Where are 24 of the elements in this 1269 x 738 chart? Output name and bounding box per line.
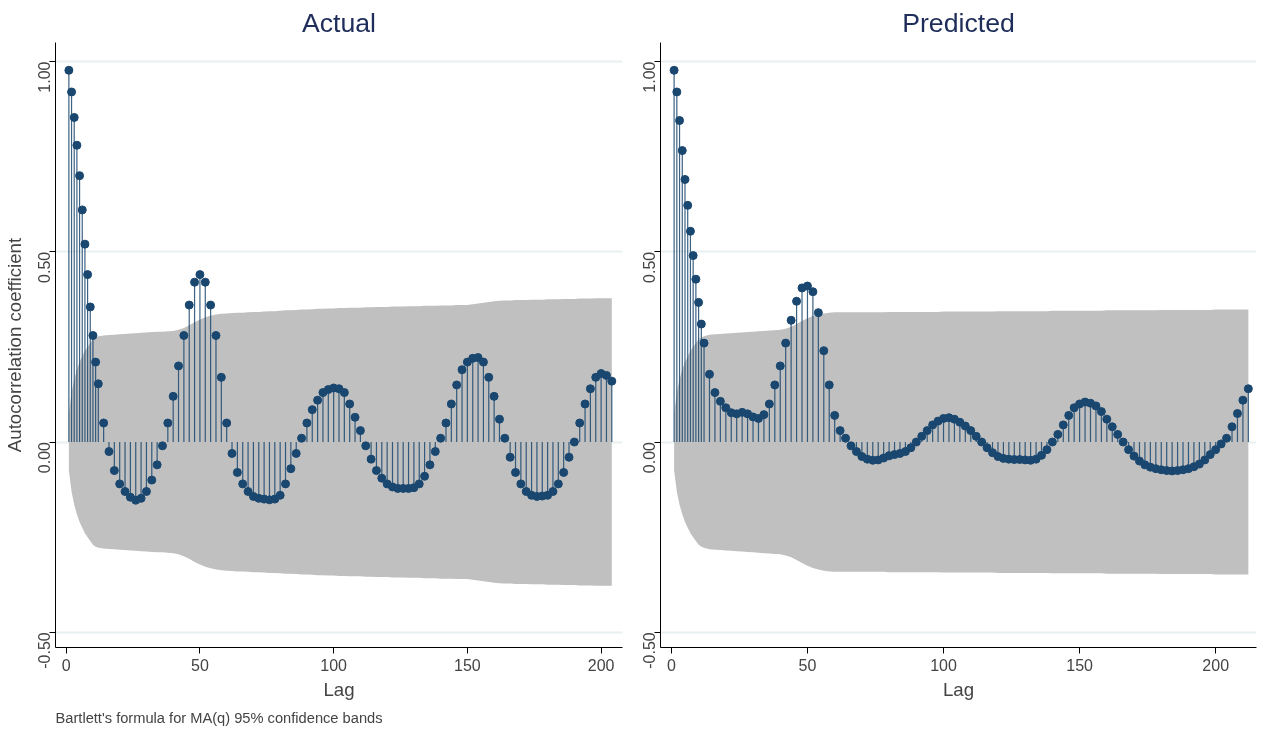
- y-tick-label: 0.50: [641, 251, 659, 283]
- x-tick-label: 200: [587, 656, 615, 674]
- y-tick-label: -0.50: [641, 632, 659, 669]
- text: Bartlett's formula for MA(q) 95% confidence bands: [55, 709, 383, 726]
- chart-title: Actual: [301, 7, 377, 38]
- x-tick-label: 50: [798, 656, 817, 674]
- x-tick-label: 150: [454, 656, 481, 674]
- y-tick-label: 0.50: [36, 251, 54, 283]
- x-axis-title: Lag: [323, 678, 355, 700]
- x-tick-label: 100: [320, 656, 348, 674]
- y-axis-title: Autocorrelation coefficient: [3, 237, 25, 453]
- x-tick-label: 200: [1202, 656, 1230, 674]
- y-tick-label: 1.00: [36, 61, 54, 93]
- x-tick-label: 50: [191, 656, 209, 674]
- y-tick-label: 1.00: [641, 61, 659, 93]
- x-tick-label: 100: [930, 656, 957, 674]
- x-tick-label: 0: [666, 656, 676, 674]
- y-tick-label: -0.50: [36, 632, 54, 669]
- y-tick-label: 0.00: [36, 441, 54, 474]
- x-tick-label: 0: [61, 656, 71, 674]
- x-axis-title: Lag: [942, 678, 975, 700]
- x-tick-label: 150: [1066, 656, 1094, 674]
- y-tick-label: 0.00: [641, 441, 659, 474]
- chart-title: Predicted: [902, 7, 1015, 38]
